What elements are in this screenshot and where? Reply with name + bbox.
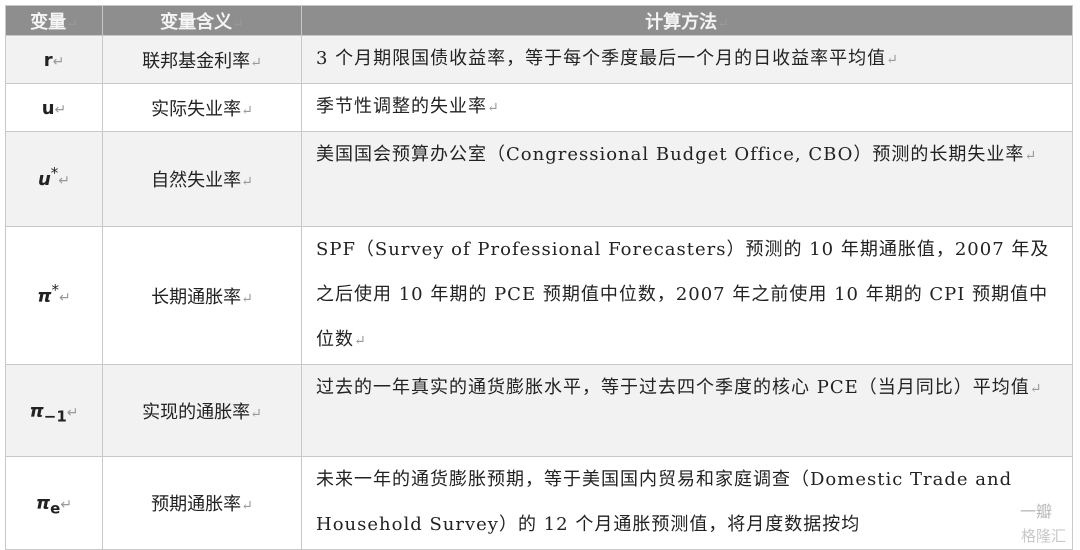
meaning-cell: 自然失业率↵ [102,131,302,227]
header-variable: 变量↵ [5,5,103,36]
variable-cell: u*↵ [5,131,103,227]
header-method: 计算方法↵ [301,5,1073,36]
method-cell: 季节性调整的失业率↵ [301,83,1073,132]
variable-cell: π*↵ [5,226,103,365]
header-row: 变量↵ 变量含义↵ 计算方法↵ [5,5,1073,36]
meaning-cell: 实际失业率↵ [102,83,302,132]
watermark-logo: 格隆汇 [1020,527,1066,545]
variable-table: 变量↵ 变量含义↵ 计算方法↵ r↵ 联邦基金利率↵ 3 个月期限国债收益率，等… [5,5,1073,550]
variable-cell: π−1↵ [5,364,103,457]
variable-cell: u↵ [5,83,103,132]
variable-cell: r↵ [5,35,103,84]
header-meaning: 变量含义↵ [102,5,302,36]
variable-cell: πe↵ [5,456,103,550]
table-row: π−1↵ 实现的通胀率↵ 过去的一年真实的通货膨胀水平，等于过去四个季度的核心 … [5,364,1073,457]
method-cell: 3 个月期限国债收益率，等于每个季度最后一个月的日收益率平均值↵ [301,35,1073,84]
table-row: r↵ 联邦基金利率↵ 3 个月期限国债收益率，等于每个季度最后一个月的日收益率平… [5,35,1073,84]
watermark-source: 一瓣 [1019,502,1052,521]
meaning-cell: 预期通胀率↵ [102,456,302,550]
table-row: π*↵ 长期通胀率↵ SPF（Survey of Professional Fo… [5,226,1073,365]
method-cell: 未来一年的通货膨胀预期，等于美国国内贸易和家庭调查（Domestic Trade… [301,456,1073,550]
method-cell: 美国国会预算办公室（Congressional Budget Office, C… [301,131,1073,227]
meaning-cell: 实现的通胀率↵ [102,364,302,457]
table-row: πe↵ 预期通胀率↵ 未来一年的通货膨胀预期，等于美国国内贸易和家庭调查（Dom… [5,456,1073,550]
method-cell: 过去的一年真实的通货膨胀水平，等于过去四个季度的核心 PCE（当月同比）平均值↵ [301,364,1073,457]
method-cell: SPF（Survey of Professional Forecasters）预… [301,226,1073,365]
meaning-cell: 长期通胀率↵ [102,226,302,365]
table-row: u*↵ 自然失业率↵ 美国国会预算办公室（Congressional Budge… [5,131,1073,227]
meaning-cell: 联邦基金利率↵ [102,35,302,84]
table-row: u↵ 实际失业率↵ 季节性调整的失业率↵ [5,83,1073,132]
